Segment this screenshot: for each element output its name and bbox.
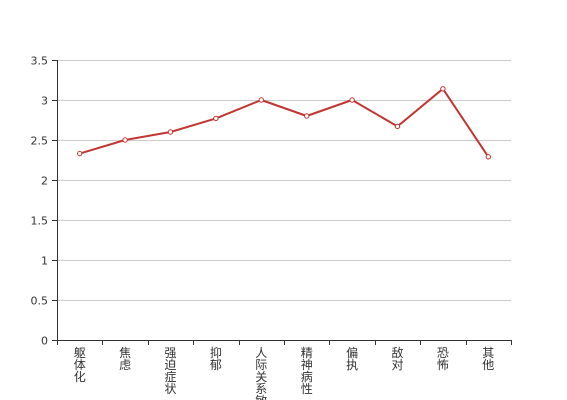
y-tick-label: 2 (41, 175, 48, 188)
data-point[interactable] (485, 154, 491, 160)
y-tick-label: 1.5 (31, 215, 49, 228)
y-tick-label: 0.5 (31, 295, 49, 308)
data-point[interactable] (213, 115, 219, 122)
x-category-label: 恐怖 (437, 346, 449, 372)
axes (57, 60, 511, 341)
data-point[interactable] (440, 86, 446, 92)
data-point[interactable] (77, 150, 83, 157)
x-axis-ticks: 躯体化 焦虑 强迫症状 抑郁 人际关系敏感 精神病性 偏执 敌对 恐怖 其他 (57, 340, 512, 400)
x-category-label: 强迫症状 (164, 346, 176, 396)
x-category-label: 人际关系敏感 (255, 346, 267, 400)
series (77, 86, 491, 160)
y-axis-ticks: 0 0.5 1 1.5 2 2.5 3 3.5 (31, 55, 57, 348)
data-point[interactable] (258, 97, 264, 103)
x-category-label: 偏执 (346, 345, 358, 372)
data-point[interactable] (167, 129, 174, 135)
data-point[interactable] (122, 137, 128, 143)
x-category-label: 躯体化 (74, 345, 86, 384)
x-category-label: 精神病性 (301, 346, 313, 396)
y-tick-label: 2.5 (31, 135, 49, 148)
data-point[interactable] (349, 97, 355, 103)
x-category-label: 抑郁 (210, 345, 222, 372)
x-category-label: 敌对 (391, 345, 403, 372)
grid-lines (57, 60, 511, 301)
y-tick-label: 1 (41, 255, 48, 268)
data-point[interactable] (394, 123, 401, 130)
x-category-label: 其他 (482, 346, 494, 372)
y-tick-label: 3.5 (31, 55, 49, 68)
y-tick-label: 0 (41, 335, 48, 348)
data-point[interactable] (304, 113, 310, 119)
y-tick-label: 3 (41, 95, 48, 108)
series-line (79, 87, 490, 158)
x-category-label: 焦虑 (119, 346, 131, 372)
